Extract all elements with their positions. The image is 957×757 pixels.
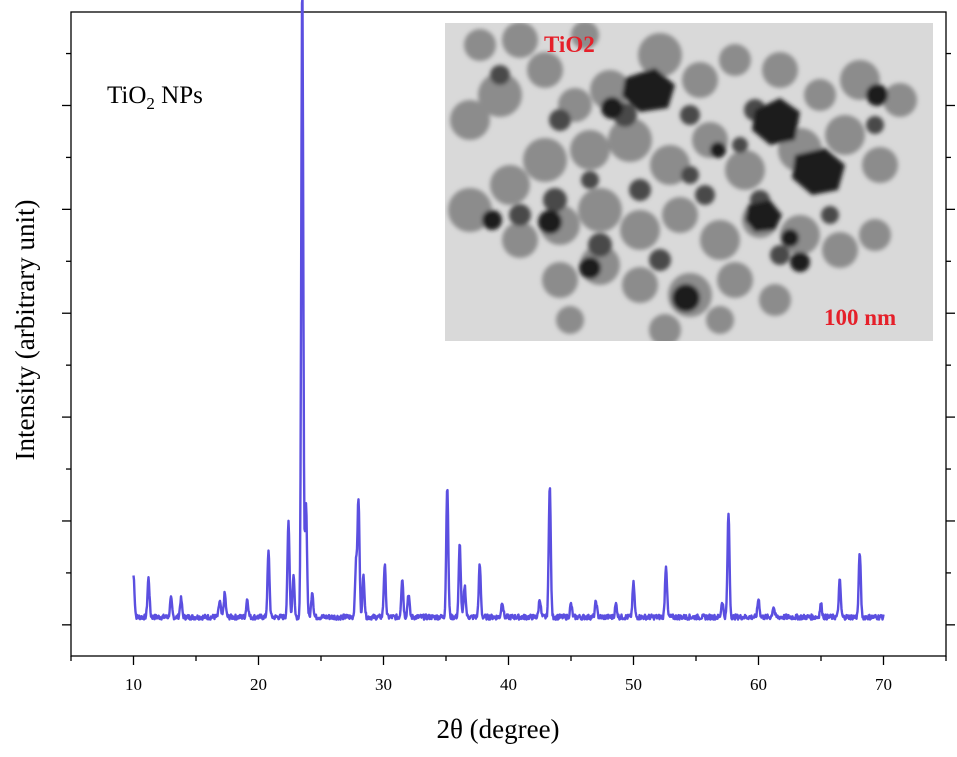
series-label: TiO2 NPs <box>107 82 203 113</box>
x-axis-ticks: 10 20 30 40 50 60 70 <box>70 656 947 694</box>
x-tick-label: 10 <box>125 675 142 694</box>
x-tick-label: 70 <box>875 675 892 694</box>
x-tick-label: 50 <box>625 675 642 694</box>
y-axis-ticks <box>62 52 955 626</box>
inset-scale-label: 100 nm <box>824 305 896 330</box>
x-tick-label: 30 <box>375 675 392 694</box>
xrd-pattern-line <box>132 0 885 621</box>
x-tick-label: 20 <box>250 675 267 694</box>
tem-inset-image: TiO2 100 nm <box>445 23 933 341</box>
inset-label: TiO2 <box>544 32 595 57</box>
y-axis-label: Intensity (arbitrary unit) <box>10 200 40 461</box>
x-tick-label: 40 <box>500 675 517 694</box>
x-axis-label: 2θ (degree) <box>436 714 559 744</box>
x-tick-label: 60 <box>750 675 767 694</box>
